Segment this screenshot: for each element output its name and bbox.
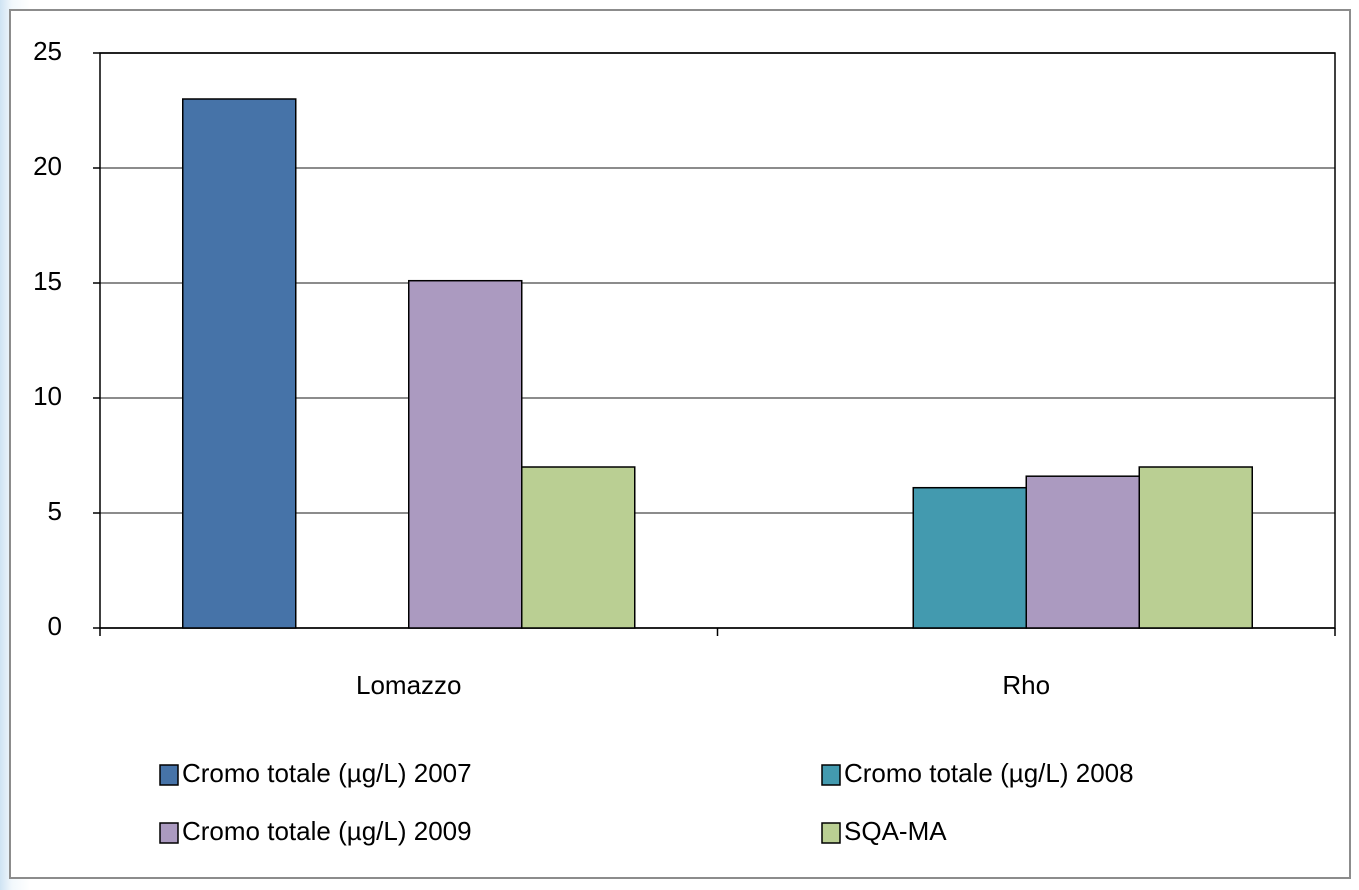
y-tick-label: 20	[33, 151, 62, 181]
y-tick-label: 25	[33, 36, 62, 66]
y-tick-label: 10	[33, 381, 62, 411]
legend-swatch	[821, 764, 841, 786]
y-tick-label: 0	[48, 611, 62, 641]
legend-swatch	[159, 764, 179, 786]
bar	[408, 279, 523, 629]
legend-swatch	[159, 822, 179, 844]
legend-label: Cromo totale (µg/L) 2009	[182, 816, 472, 846]
bar	[521, 466, 636, 629]
bar	[1138, 466, 1253, 629]
y-tick-label: 15	[33, 266, 62, 296]
legend-label: Cromo totale (µg/L) 2008	[844, 758, 1134, 788]
bar	[912, 486, 1027, 629]
legend-label: SQA-MA	[844, 816, 947, 846]
y-tick-label: 5	[48, 496, 62, 526]
x-tick-label: Lomazzo	[356, 670, 462, 700]
legend-label: Cromo totale (µg/L) 2007	[182, 758, 472, 788]
bar	[182, 98, 297, 629]
legend-swatch	[821, 822, 841, 844]
bar	[1025, 475, 1140, 629]
x-tick-label: Rho	[1002, 670, 1050, 700]
